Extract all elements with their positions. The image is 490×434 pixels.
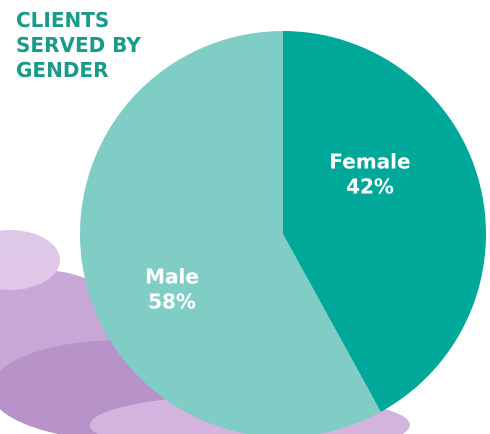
- chart-title: CLIENTS SERVED BY GENDER: [16, 8, 156, 83]
- slice-label: Female: [329, 150, 410, 174]
- slice-label: Male: [145, 265, 199, 289]
- page: Female42% Male58% CLIENTS SERVED BY GENDE…: [0, 0, 490, 434]
- slice-value-label: 42%: [346, 175, 394, 199]
- slice-value-label: 58%: [148, 290, 196, 314]
